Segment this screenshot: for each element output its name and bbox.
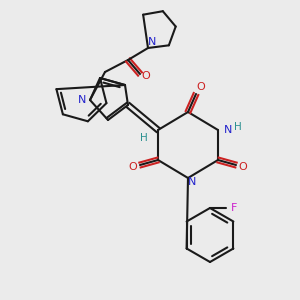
Text: N: N [188, 177, 196, 187]
Text: O: O [238, 162, 247, 172]
Text: O: O [142, 71, 150, 81]
Text: O: O [196, 82, 206, 92]
Text: H: H [140, 133, 148, 143]
Text: O: O [129, 162, 137, 172]
Text: N: N [78, 95, 86, 105]
Text: F: F [231, 203, 237, 213]
Text: N: N [224, 125, 232, 135]
Text: N: N [148, 37, 156, 47]
Text: H: H [234, 122, 242, 132]
